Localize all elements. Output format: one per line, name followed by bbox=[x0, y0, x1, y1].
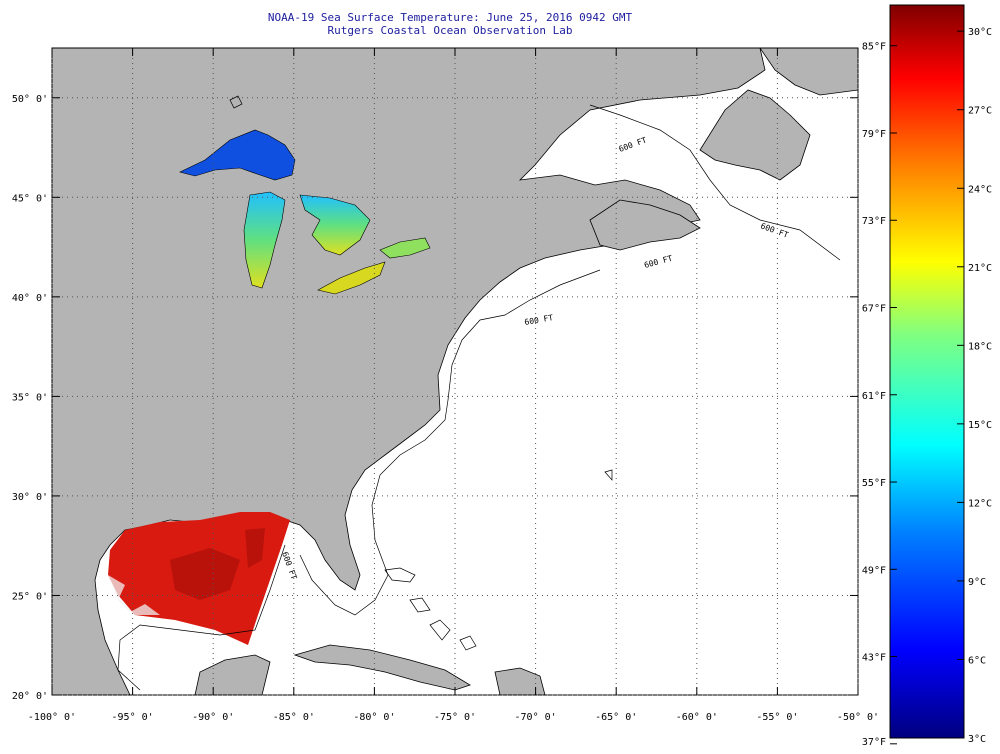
cuba-land bbox=[293, 644, 471, 691]
lake-michigan bbox=[243, 191, 286, 289]
lon-label: -100° 0' bbox=[28, 712, 76, 723]
fahrenheit-label: 49°F bbox=[862, 565, 886, 576]
shelf-contour bbox=[117, 104, 841, 691]
fahrenheit-label: 67°F bbox=[862, 304, 886, 315]
fahrenheit-label: 85°F bbox=[862, 42, 886, 53]
lon-label: -85° 0' bbox=[273, 712, 315, 723]
fahrenheit-label: 73°F bbox=[862, 216, 886, 227]
lon-label: -95° 0' bbox=[112, 712, 154, 723]
lat-label: 25° 0' bbox=[12, 591, 48, 602]
lat-label: 35° 0' bbox=[12, 392, 48, 403]
axis-labels: 50° 0' 45° 0' 40° 0' 35° 0' 30° 0' 25° 0' 20° … bbox=[12, 94, 879, 723]
lake-ontario bbox=[379, 237, 431, 259]
lon-label: -90° 0' bbox=[192, 712, 234, 723]
celsius-label: 30°C bbox=[968, 27, 992, 38]
labrador-land bbox=[759, 48, 858, 96]
fahrenheit-label: 61°F bbox=[862, 391, 886, 402]
lon-label: -75° 0' bbox=[434, 712, 476, 723]
graticule bbox=[51, 48, 859, 696]
fahrenheit-label: 79°F bbox=[862, 129, 886, 140]
maritimes-land bbox=[589, 199, 701, 251]
lat-label: 40° 0' bbox=[12, 293, 48, 304]
lat-label: 30° 0' bbox=[12, 492, 48, 503]
celsius-label: 12°C bbox=[968, 498, 992, 509]
fahrenheit-label: 55°F bbox=[862, 478, 886, 489]
lake-huron bbox=[299, 194, 371, 256]
yucatan-land bbox=[194, 654, 271, 695]
celsius-label: 9°C bbox=[968, 577, 986, 588]
map-subtitle: Rutgers Coastal Ocean Observation Lab bbox=[327, 24, 573, 37]
celsius-label: 6°C bbox=[968, 655, 986, 666]
newfoundland-land bbox=[699, 89, 811, 181]
lat-label: 45° 0' bbox=[12, 193, 48, 204]
hispaniola-land bbox=[494, 667, 546, 695]
lat-label: 50° 0' bbox=[12, 94, 48, 105]
celsius-label: 27°C bbox=[968, 106, 992, 117]
lon-label: -80° 0' bbox=[353, 712, 395, 723]
celsius-label: 3°C bbox=[968, 734, 986, 745]
lake-erie bbox=[317, 261, 386, 295]
celsius-label: 21°C bbox=[968, 263, 992, 274]
celsius-label: 18°C bbox=[968, 341, 992, 352]
lon-label: -70° 0' bbox=[515, 712, 557, 723]
map-title: NOAA-19 Sea Surface Temperature: June 25… bbox=[267, 11, 633, 24]
colorbar bbox=[889, 4, 965, 739]
lon-label: -55° 0' bbox=[756, 712, 798, 723]
celsius-label: 24°C bbox=[968, 184, 992, 195]
celsius-label: 15°C bbox=[968, 420, 992, 431]
fahrenheit-label: 43°F bbox=[862, 653, 886, 664]
lon-label: -65° 0' bbox=[595, 712, 637, 723]
scattered-features bbox=[229, 95, 613, 651]
lon-label: -50° 0' bbox=[837, 712, 879, 723]
gulf-sst-cloud-edges bbox=[108, 575, 160, 615]
colorbar-labels: 30°C 27°C 24°C 21°C 18°C 15°C 12°C 9°C 6°C 3°C 85°… bbox=[862, 27, 992, 748]
gulf-sst-dark-patches bbox=[170, 528, 265, 600]
fahrenheit-label: 37°F bbox=[862, 737, 886, 748]
lon-label: -60° 0' bbox=[676, 712, 718, 723]
lake-superior bbox=[179, 129, 296, 181]
lat-label: 20° 0' bbox=[12, 691, 48, 702]
